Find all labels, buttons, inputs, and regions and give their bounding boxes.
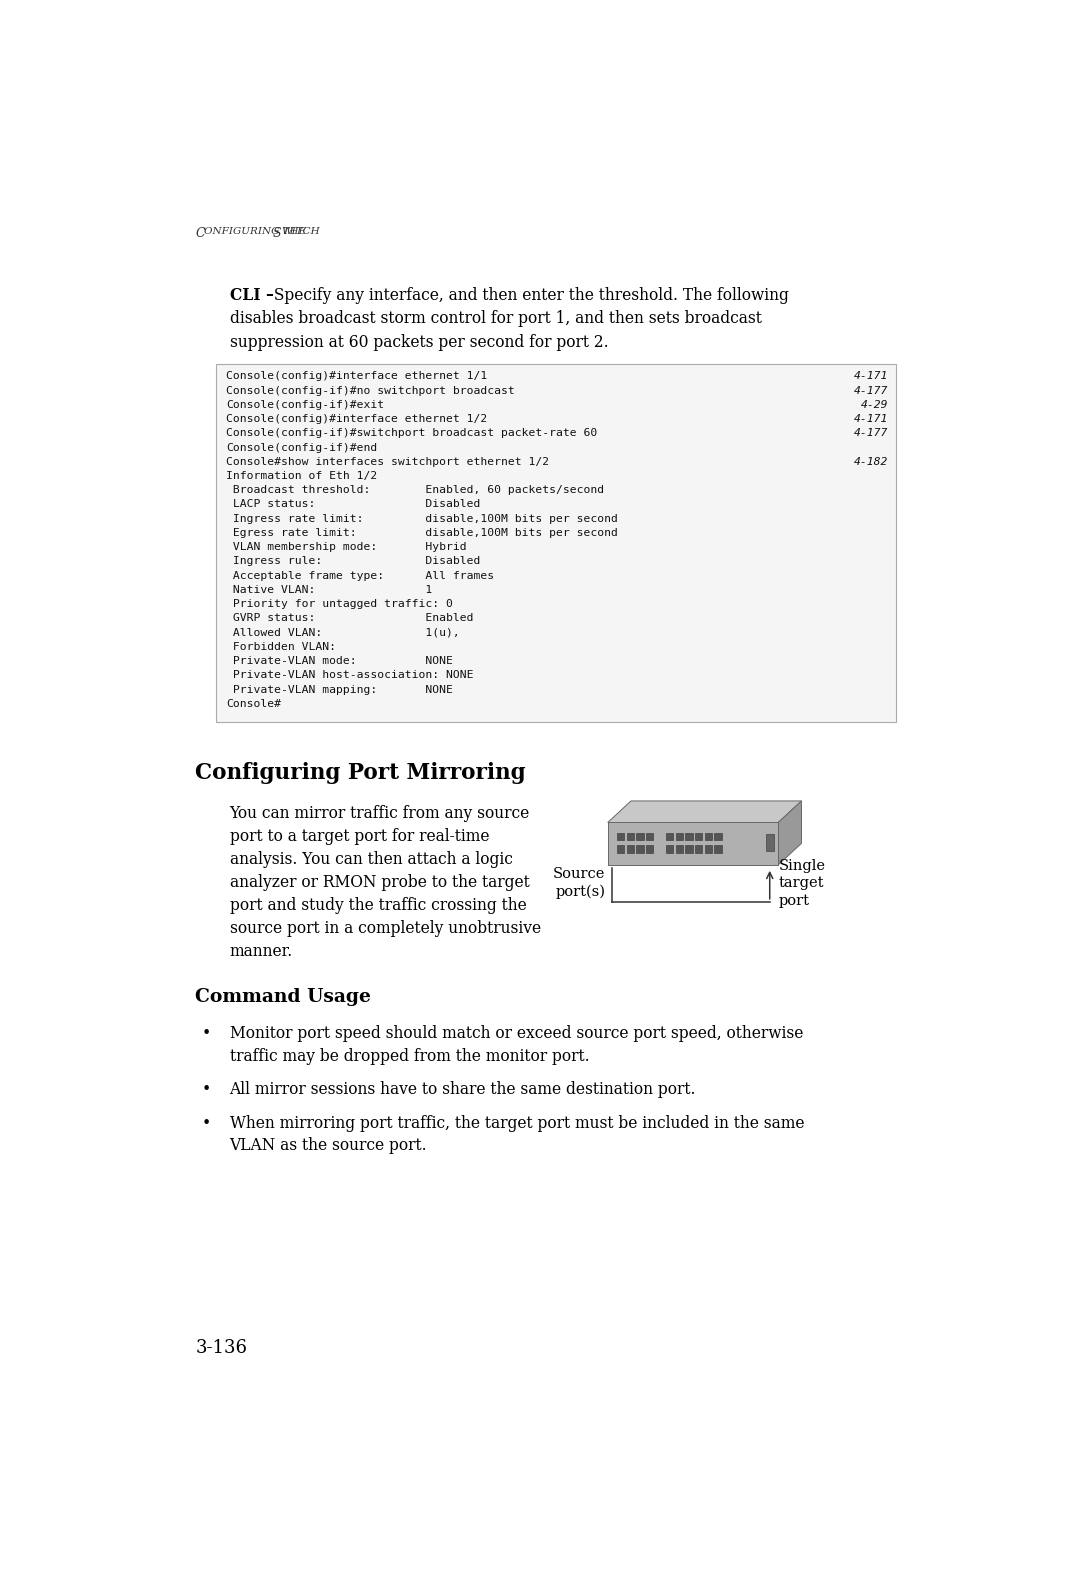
Text: S: S — [272, 228, 281, 240]
Bar — [617, 845, 624, 853]
Bar — [636, 845, 644, 853]
Text: Console(config-if)#exit: Console(config-if)#exit — [227, 400, 384, 410]
Text: source port in a completely unobtrusive: source port in a completely unobtrusive — [230, 920, 541, 937]
Text: Acceptable frame type:      All frames: Acceptable frame type: All frames — [227, 571, 495, 581]
Text: analyzer or RMON probe to the target: analyzer or RMON probe to the target — [230, 874, 529, 892]
Polygon shape — [608, 801, 801, 823]
Text: GVRP status:                Enabled: GVRP status: Enabled — [227, 614, 474, 623]
Text: VLAN as the source port.: VLAN as the source port. — [230, 1137, 428, 1154]
Text: Allowed VLAN:               1(u),: Allowed VLAN: 1(u), — [227, 628, 460, 637]
Bar — [704, 834, 712, 840]
Text: Console#: Console# — [227, 699, 282, 710]
Text: 4-29: 4-29 — [861, 400, 889, 410]
Bar — [666, 845, 673, 853]
Text: Console(config-if)#end: Console(config-if)#end — [227, 443, 378, 452]
Text: You can mirror traffic from any source: You can mirror traffic from any source — [230, 805, 530, 821]
Text: Private-VLAN mode:          NONE: Private-VLAN mode: NONE — [227, 656, 454, 666]
Bar — [636, 834, 644, 840]
Text: manner.: manner. — [230, 944, 293, 961]
Bar — [704, 845, 712, 853]
Bar — [216, 364, 896, 722]
Bar — [694, 834, 702, 840]
Bar — [676, 845, 683, 853]
Bar — [626, 834, 634, 840]
Bar — [617, 834, 624, 840]
Text: When mirroring port traffic, the target port must be included in the same: When mirroring port traffic, the target … — [230, 1115, 804, 1132]
Text: Ingress rate limit:         disable,100M bits per second: Ingress rate limit: disable,100M bits pe… — [227, 513, 619, 524]
Bar — [646, 845, 653, 853]
Text: Private-VLAN host-association: NONE: Private-VLAN host-association: NONE — [227, 670, 474, 680]
Text: 4-171: 4-171 — [854, 414, 889, 424]
Text: •: • — [202, 1115, 211, 1132]
Text: 4-177: 4-177 — [854, 386, 889, 396]
Text: WITCH: WITCH — [282, 228, 320, 235]
Bar — [676, 834, 683, 840]
Bar — [666, 834, 673, 840]
Text: Priority for untagged traffic: 0: Priority for untagged traffic: 0 — [227, 600, 454, 609]
Text: LACP status:                Disabled: LACP status: Disabled — [227, 499, 481, 510]
Text: Source
port(s): Source port(s) — [553, 867, 606, 900]
Text: 4-171: 4-171 — [854, 371, 889, 382]
Text: Specify any interface, and then enter the threshold. The following: Specify any interface, and then enter th… — [269, 287, 789, 305]
Text: 3-136: 3-136 — [195, 1339, 247, 1356]
Text: VLAN membership mode:       Hybrid: VLAN membership mode: Hybrid — [227, 542, 467, 553]
Text: Console#show interfaces switchport ethernet 1/2: Console#show interfaces switchport ether… — [227, 457, 550, 466]
Text: port and study the traffic crossing the: port and study the traffic crossing the — [230, 896, 526, 914]
Text: Private-VLAN mapping:       NONE: Private-VLAN mapping: NONE — [227, 685, 454, 694]
Text: suppression at 60 packets per second for port 2.: suppression at 60 packets per second for… — [230, 334, 608, 352]
Bar — [714, 845, 721, 853]
Text: Native VLAN:                1: Native VLAN: 1 — [227, 586, 433, 595]
Bar — [626, 845, 634, 853]
Text: Console(config)#interface ethernet 1/1: Console(config)#interface ethernet 1/1 — [227, 371, 488, 382]
Text: Console(config-if)#no switchport broadcast: Console(config-if)#no switchport broadca… — [227, 386, 515, 396]
Text: 4-177: 4-177 — [854, 429, 889, 438]
Text: Single
target
port: Single target port — [779, 859, 826, 907]
Text: analysis. You can then attach a logic: analysis. You can then attach a logic — [230, 851, 512, 868]
Bar — [766, 834, 773, 851]
Bar — [714, 834, 721, 840]
Text: Console(config-if)#switchport broadcast packet-rate 60: Console(config-if)#switchport broadcast … — [227, 429, 597, 438]
Text: Egress rate limit:          disable,100M bits per second: Egress rate limit: disable,100M bits per… — [227, 528, 619, 539]
Text: traffic may be dropped from the monitor port.: traffic may be dropped from the monitor … — [230, 1047, 590, 1064]
Text: Console(config)#interface ethernet 1/2: Console(config)#interface ethernet 1/2 — [227, 414, 488, 424]
Text: Broadcast threshold:        Enabled, 60 packets/second: Broadcast threshold: Enabled, 60 packets… — [227, 485, 605, 495]
Text: Ingress rule:               Disabled: Ingress rule: Disabled — [227, 556, 481, 567]
Bar — [694, 845, 702, 853]
Text: C: C — [195, 228, 205, 240]
Text: Configuring Port Mirroring: Configuring Port Mirroring — [195, 763, 526, 785]
Text: disables broadcast storm control for port 1, and then sets broadcast: disables broadcast storm control for por… — [230, 311, 761, 328]
Text: Information of Eth 1/2: Information of Eth 1/2 — [227, 471, 378, 480]
Text: •: • — [202, 1025, 211, 1042]
Text: Command Usage: Command Usage — [195, 988, 372, 1006]
Text: Monitor port speed should match or exceed source port speed, otherwise: Monitor port speed should match or excee… — [230, 1025, 802, 1042]
Text: 4-182: 4-182 — [854, 457, 889, 466]
Polygon shape — [779, 801, 801, 865]
Text: CLI –: CLI – — [230, 287, 273, 305]
Bar — [646, 834, 653, 840]
Text: port to a target port for real-time: port to a target port for real-time — [230, 827, 489, 845]
Bar — [685, 834, 692, 840]
Text: ONFIGURING THE: ONFIGURING THE — [204, 228, 310, 235]
Text: •: • — [202, 1082, 211, 1097]
Text: Forbidden VLAN:: Forbidden VLAN: — [227, 642, 337, 652]
Bar — [685, 845, 692, 853]
Bar — [608, 823, 779, 865]
Text: All mirror sessions have to share the same destination port.: All mirror sessions have to share the sa… — [230, 1082, 696, 1097]
